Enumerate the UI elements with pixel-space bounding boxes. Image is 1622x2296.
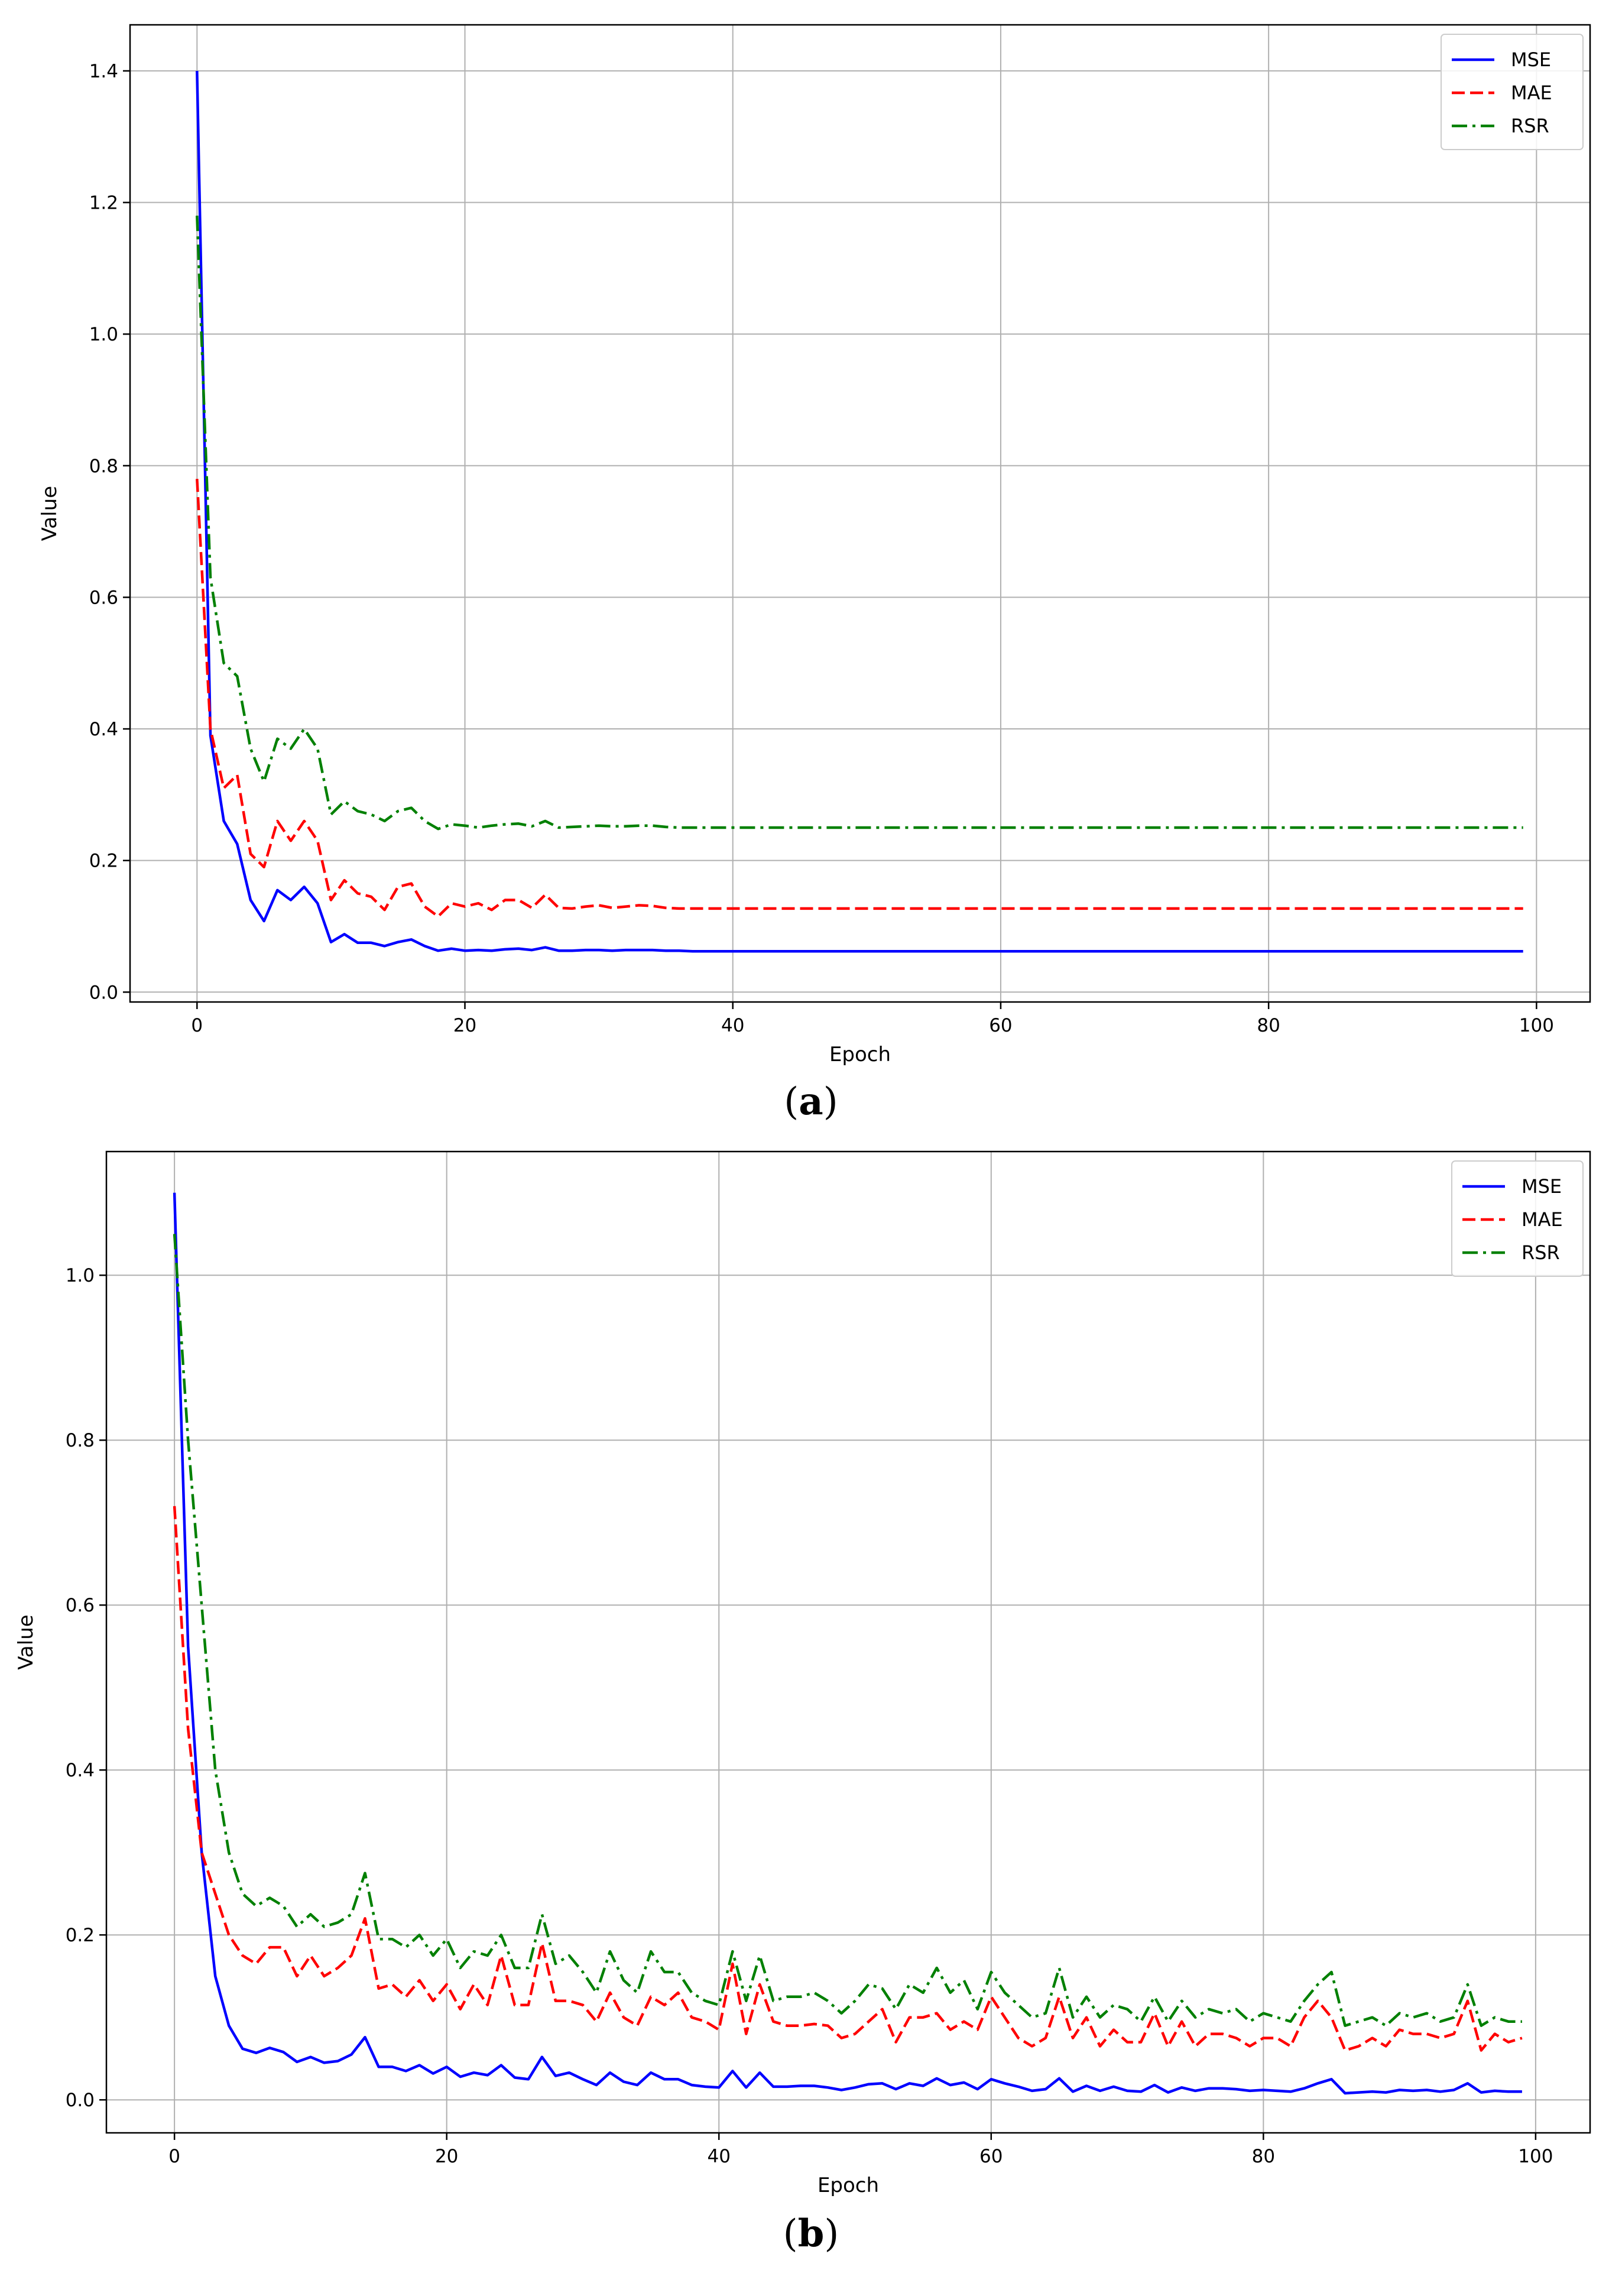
y-tick-label: 1.2 bbox=[89, 193, 118, 214]
legend-label-rsr: RSR bbox=[1522, 1241, 1560, 1264]
x-tick-label: 0 bbox=[191, 1015, 203, 1036]
legend: MSE MAE RSR bbox=[1441, 34, 1584, 150]
x-tick-label: 100 bbox=[1519, 1015, 1554, 1036]
legend-label-mae: MAE bbox=[1522, 1208, 1563, 1231]
series-line-mse bbox=[196, 70, 1523, 953]
chart-a: 0 20 40 60 80 100 0.0 0.2 0.4 0.6 0.8 1.0 1.2 1.4 Epoc… bbox=[38, 24, 1591, 1124]
x-tick-label: 80 bbox=[1252, 2146, 1275, 2167]
figure-caption: (b) bbox=[783, 2211, 839, 2256]
chart-b: 0 20 40 60 80 100 0.0 0.2 0.4 0.6 0.8 1.0 Epoch Value… bbox=[14, 1150, 1591, 2256]
y-tick-label: 0.8 bbox=[89, 456, 118, 477]
x-tick-label: 20 bbox=[453, 1015, 476, 1036]
legend-box bbox=[1441, 34, 1584, 150]
y-tick-label: 0.4 bbox=[89, 719, 118, 740]
legend-label-mae: MAE bbox=[1511, 82, 1552, 104]
x-tick-label: 0 bbox=[168, 2146, 180, 2167]
y-axis-label: Value bbox=[14, 1614, 38, 1669]
figure-caption: (a) bbox=[784, 1079, 838, 1124]
y-tick-label: 1.4 bbox=[89, 61, 118, 82]
y-tick-label: 0.2 bbox=[89, 851, 118, 872]
y-tick-label: 0.2 bbox=[66, 1925, 95, 1946]
series-line-rsr bbox=[196, 215, 1523, 831]
y-tick-label: 0.6 bbox=[89, 587, 118, 608]
y-tick-label: 0.8 bbox=[66, 1430, 95, 1451]
y-tick-label: 0.0 bbox=[66, 2090, 95, 2111]
y-axis-label: Value bbox=[38, 486, 61, 541]
series-line-mae bbox=[196, 478, 1523, 918]
x-tick-label: 40 bbox=[708, 2146, 731, 2167]
x-axis-label: Epoch bbox=[818, 2174, 879, 2197]
caption-letter: b bbox=[798, 2211, 825, 2256]
caption-paren-open: ( bbox=[783, 2212, 798, 2256]
legend-box bbox=[1451, 1160, 1584, 1277]
x-tick-label: 100 bbox=[1518, 2146, 1553, 2167]
x-tick-label: 60 bbox=[989, 1015, 1012, 1036]
series-line-mae bbox=[173, 1506, 1523, 2052]
legend: MSE MAE RSR bbox=[1451, 1160, 1584, 1277]
y-tick-label: 1.0 bbox=[89, 324, 118, 345]
plot-frame bbox=[129, 24, 1591, 1003]
y-tick-label: 1.0 bbox=[66, 1265, 95, 1286]
series-line-rsr bbox=[173, 1234, 1522, 2027]
y-tick-label: 0.6 bbox=[66, 1595, 95, 1616]
y-tick-label: 0.4 bbox=[66, 1760, 95, 1781]
x-tick-label: 60 bbox=[979, 2146, 1003, 2167]
x-tick-label: 80 bbox=[1257, 1015, 1280, 1036]
x-tick-label: 40 bbox=[721, 1015, 744, 1036]
y-tick-label: 0.0 bbox=[89, 982, 118, 1003]
caption-paren-open: ( bbox=[784, 1080, 799, 1124]
x-axis-label: Epoch bbox=[829, 1043, 891, 1066]
caption-paren-close: ) bbox=[824, 2212, 839, 2256]
plot-frame bbox=[105, 1150, 1591, 2134]
caption-letter: a bbox=[799, 1079, 823, 1124]
caption-paren-close: ) bbox=[823, 1080, 838, 1124]
legend-label-mse: MSE bbox=[1522, 1175, 1562, 1198]
series-line-mse bbox=[173, 1192, 1522, 2095]
legend-label-rsr: RSR bbox=[1511, 115, 1549, 137]
legend-label-mse: MSE bbox=[1511, 48, 1551, 71]
x-tick-label: 20 bbox=[435, 2146, 458, 2167]
